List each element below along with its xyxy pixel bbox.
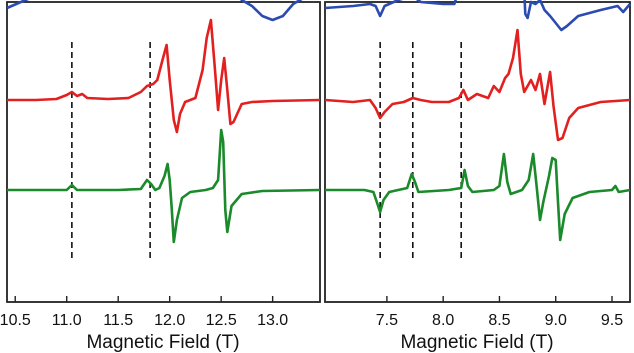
right-panel: 7.5 8.0 8.5 9.0 9.5 Magnetic Field (T) — [324, 0, 631, 353]
right-x-tick-label-1: 8.0 — [432, 312, 454, 329]
right-spectrum-green — [325, 152, 631, 242]
left-x-tick-label-4: 12.5 — [206, 312, 237, 329]
left-panel-frame — [6, 1, 321, 303]
right-panel-frame — [324, 1, 631, 303]
left-dashed-markers — [71, 42, 151, 262]
left-x-tick-label-5: 13.0 — [257, 312, 288, 329]
right-x-tick-label-0: 7.5 — [376, 312, 398, 329]
left-x-tick-label-0: 10.5 — [0, 312, 31, 329]
left-panel: 10.5 11.0 11.5 12.0 12.5 13.0 Magnetic Field … — [0, 0, 321, 353]
right-dashed-markers — [379, 42, 462, 262]
left-x-tick-labels: 10.5 11.0 11.5 12.0 12.5 13.0 — [0, 312, 288, 329]
left-x-axis-label: Magnetic Field (T) — [86, 332, 239, 353]
left-spectrum-blue — [6, 0, 303, 22]
right-x-tick-label-2: 8.5 — [488, 312, 510, 329]
left-x-tick-label-2: 11.5 — [103, 312, 133, 329]
left-spectra-lines — [6, 0, 321, 244]
right-x-tick-labels: 7.5 8.0 8.5 9.0 9.5 — [376, 312, 623, 329]
right-x-tick-label-4: 9.5 — [601, 312, 623, 329]
right-x-axis-label: Magnetic Field (T) — [400, 332, 553, 353]
left-spectrum-red — [7, 18, 321, 134]
left-x-tick-label-3: 12.0 — [154, 312, 185, 329]
right-spectrum-red — [324, 28, 631, 142]
left-x-tick-label-1: 11.0 — [52, 312, 82, 329]
right-spectra-lines — [324, 0, 631, 242]
right-spectrum-blue — [324, 0, 631, 32]
right-x-tick-label-3: 9.0 — [545, 312, 567, 329]
left-x-ticks — [14, 296, 274, 302]
right-x-ticks — [386, 296, 613, 302]
left-spectrum-green — [7, 128, 321, 244]
